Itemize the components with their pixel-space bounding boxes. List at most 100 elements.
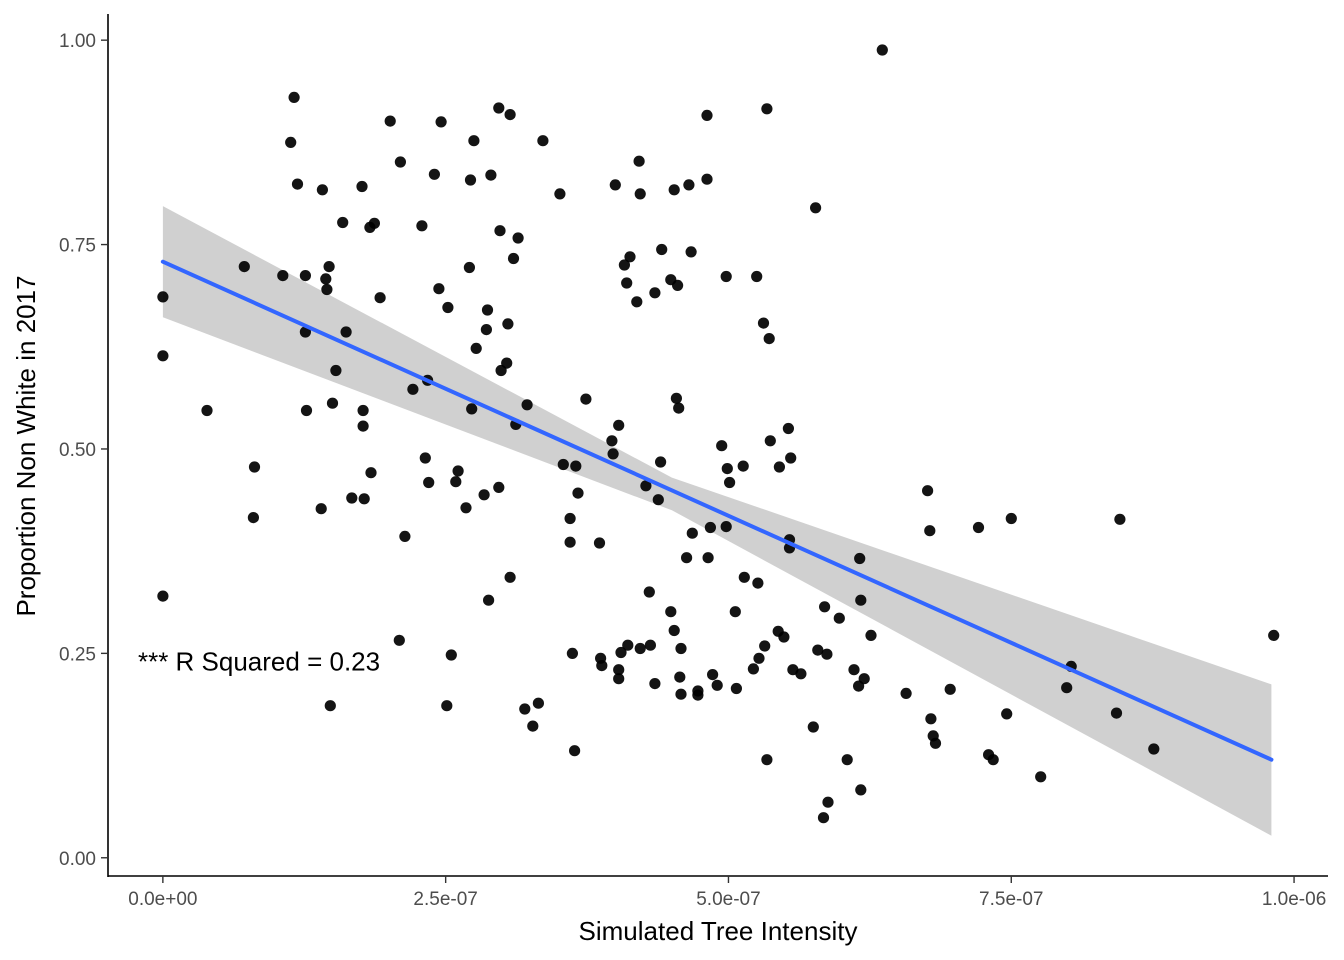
data-point: [384, 115, 396, 127]
data-point: [248, 461, 261, 473]
data-point: [761, 103, 773, 115]
data-point: [464, 174, 477, 186]
data-point: [817, 812, 830, 824]
data-point: [848, 664, 860, 676]
x-tick-label: 5.0e-07: [696, 889, 760, 910]
data-point: [606, 435, 618, 447]
data-point: [720, 521, 732, 533]
data-point: [468, 135, 480, 147]
data-point: [593, 537, 606, 549]
data-point: [819, 601, 831, 613]
data-point: [596, 660, 608, 672]
data-point: [157, 590, 169, 602]
data-point: [924, 525, 936, 537]
data-point: [685, 246, 697, 258]
data-point: [622, 639, 634, 651]
data-point: [365, 467, 377, 479]
data-point: [478, 489, 490, 501]
data-point: [613, 673, 625, 685]
data-point: [922, 485, 934, 497]
data-point: [987, 754, 999, 766]
data-point: [854, 552, 866, 565]
data-point: [683, 179, 695, 191]
data-point: [157, 350, 169, 362]
data-point: [634, 188, 646, 200]
data-point: [346, 492, 358, 504]
data-point: [428, 168, 440, 180]
data-point: [773, 461, 786, 473]
data-point: [701, 173, 713, 185]
data-point: [675, 642, 687, 655]
data-point: [675, 688, 687, 700]
y-tick-label: 0.50: [59, 440, 96, 461]
annotation-layer: *** R Squared = 0.23: [138, 647, 380, 677]
data-point: [357, 404, 369, 417]
data-point: [656, 243, 668, 256]
data-point: [673, 402, 685, 414]
data-point: [441, 700, 453, 712]
data-point: [433, 283, 445, 295]
data-point: [299, 270, 311, 282]
data-point: [702, 552, 714, 564]
data-point: [674, 671, 686, 683]
y-tick-label: 1.00: [59, 31, 96, 52]
data-point: [738, 571, 750, 583]
data-point: [393, 634, 405, 646]
data-point: [721, 463, 733, 475]
data-point: [480, 324, 492, 336]
data-point: [356, 180, 368, 193]
data-point: [512, 232, 524, 244]
data-point: [416, 220, 428, 232]
data-point: [655, 456, 667, 468]
x-axis-title: Simulated Tree Intensity: [579, 916, 858, 946]
data-point: [821, 648, 833, 660]
r-squared-annotation: *** R Squared = 0.23: [138, 647, 380, 677]
data-point: [609, 179, 621, 191]
x-tick-label: 0.0e+00: [128, 889, 197, 910]
data-point: [316, 184, 328, 196]
data-point: [711, 679, 723, 691]
data-point: [1005, 512, 1017, 525]
data-point: [643, 586, 655, 598]
data-point: [374, 292, 386, 304]
data-point: [925, 713, 937, 725]
data-point: [483, 594, 495, 606]
y-tick-label: 0.00: [59, 849, 96, 870]
data-point: [763, 333, 775, 345]
data-point: [668, 624, 680, 637]
data-point: [757, 317, 770, 329]
data-point: [315, 503, 327, 515]
data-point: [532, 697, 545, 709]
data-point: [288, 91, 300, 103]
data-point: [624, 251, 636, 263]
data-point: [572, 487, 584, 499]
data-point: [442, 301, 454, 314]
data-point: [737, 460, 749, 472]
data-point: [618, 259, 631, 271]
data-point: [493, 481, 505, 493]
data-point: [822, 796, 834, 808]
data-point: [521, 399, 533, 411]
data-point: [701, 109, 713, 121]
data-point: [729, 606, 741, 618]
data-point: [778, 631, 790, 643]
data-point: [507, 252, 520, 265]
data-point: [445, 649, 457, 661]
data-point: [833, 612, 845, 624]
points-layer: [157, 44, 1280, 824]
data-point: [277, 270, 289, 282]
data-point: [707, 669, 719, 681]
data-point: [564, 536, 576, 548]
data-point: [812, 644, 824, 656]
data-point: [613, 664, 625, 676]
data-point: [494, 225, 506, 237]
data-point: [330, 364, 342, 377]
data-point: [519, 703, 531, 715]
data-point: [1035, 771, 1047, 783]
data-point: [502, 318, 514, 330]
data-point: [1110, 707, 1123, 719]
data-point: [634, 642, 646, 655]
data-point: [504, 571, 516, 583]
data-point: [782, 422, 795, 435]
data-point: [485, 169, 497, 181]
